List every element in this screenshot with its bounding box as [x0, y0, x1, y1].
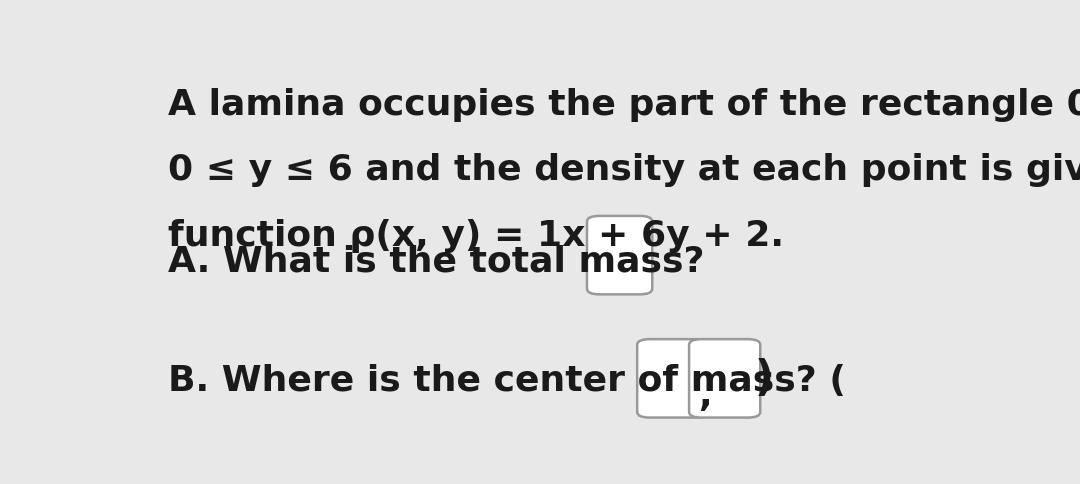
FancyBboxPatch shape [637, 339, 708, 418]
Text: A. What is the total mass?: A. What is the total mass? [168, 244, 705, 278]
Text: ): ) [754, 358, 773, 399]
Text: function ρ(x, y) = 1x + 6y + 2.: function ρ(x, y) = 1x + 6y + 2. [168, 218, 784, 252]
FancyBboxPatch shape [689, 339, 760, 418]
Text: ,: , [699, 378, 712, 412]
Text: 0 ≤ y ≤ 6 and the density at each point is given by the: 0 ≤ y ≤ 6 and the density at each point … [168, 153, 1080, 187]
Text: B. Where is the center of mass? (: B. Where is the center of mass? ( [168, 363, 847, 398]
FancyBboxPatch shape [588, 216, 652, 295]
Text: A lamina occupies the part of the rectangle 0 ≤ x ≤ 8,: A lamina occupies the part of the rectan… [168, 88, 1080, 122]
